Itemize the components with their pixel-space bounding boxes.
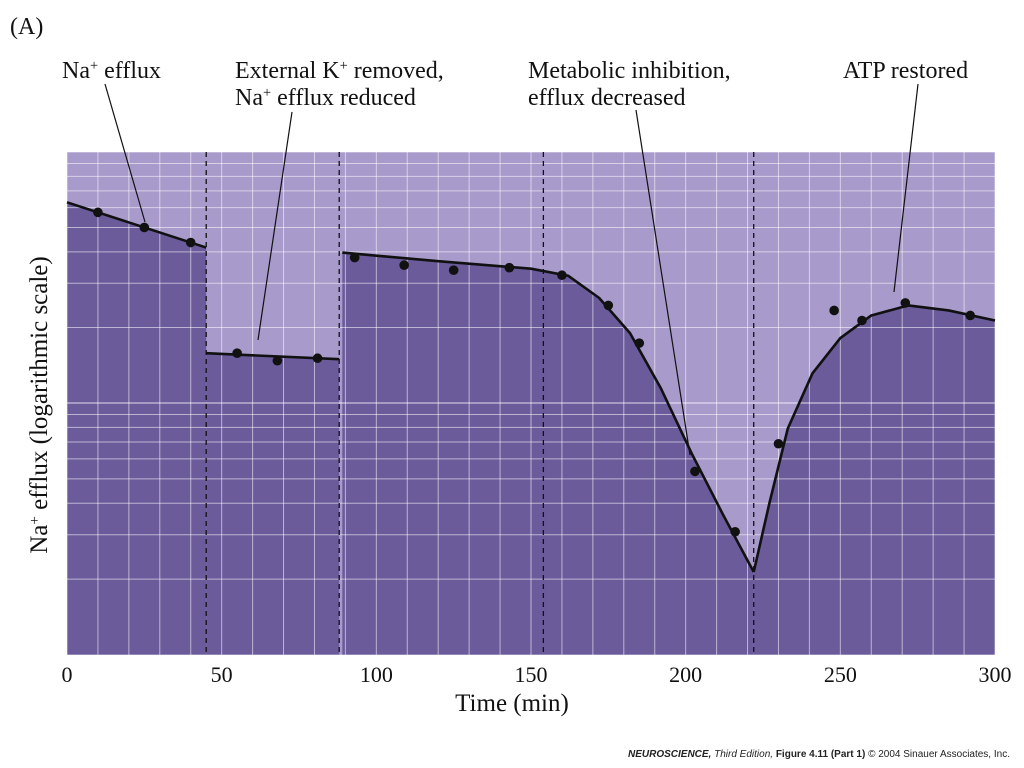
data-point [232, 348, 242, 359]
annotation-metabolic-line1: Metabolic inhibition, [528, 58, 731, 84]
x-tick-label: 250 [824, 662, 857, 687]
annotation-k-removed-line1: External K+ removed, [235, 58, 444, 85]
x-axis-label: Time (min) [455, 690, 569, 717]
annotation-k-removed: External K+ removed, Na+ efflux reduced [235, 58, 444, 112]
data-point [773, 438, 784, 449]
annotation-na-efflux-text: efflux [98, 58, 161, 84]
annotation-na-efflux-charge: + [89, 58, 99, 75]
y-axis-label: Na+ efflux (logarithmic scale) [26, 256, 54, 553]
data-point [349, 252, 360, 263]
annotation-k-removed-l2-charge: + [262, 85, 272, 102]
credit-book: NEUROSCIENCE, [627, 749, 712, 760]
annotation-atp-restored: ATP restored [843, 58, 969, 84]
data-point [185, 237, 196, 248]
annotation-k-removed-l2-post: efflux reduced [271, 85, 416, 111]
panel-label: (A) [10, 14, 44, 40]
x-tick-label: 100 [360, 662, 393, 687]
annotation-leader-1 [257, 111, 293, 341]
data-point [730, 526, 740, 537]
annotation-k-removed-l1-pre: External K [235, 58, 340, 84]
credit-edition: Third Edition, [711, 749, 774, 760]
data-point [312, 353, 323, 364]
data-point [504, 262, 515, 273]
annotation-k-removed-line2: Na+ efflux reduced [235, 85, 444, 112]
annotation-na-efflux-ion: Na [62, 58, 90, 84]
x-tick-label: 200 [669, 662, 702, 687]
data-point [857, 315, 867, 326]
y-axis-label-text: efflux (logarithmic scale) [26, 256, 53, 517]
data-point [634, 338, 645, 348]
data-point [399, 260, 409, 270]
data-point [965, 310, 976, 321]
x-tick-label: 300 [979, 662, 1012, 687]
series-fill-1 [206, 353, 340, 655]
data-point [829, 305, 839, 316]
data-point [272, 355, 283, 366]
series-fill-0 [67, 202, 207, 656]
credit-figure: Figure 4.11 (Part 1) [773, 749, 866, 760]
annotation-k-removed-l2-ion: Na [235, 85, 263, 111]
credit-copyright: © 2004 Sinauer Associates, Inc. [865, 749, 1010, 760]
data-point [900, 298, 911, 308]
annotation-na-efflux: Na+ efflux [62, 58, 161, 85]
data-point [690, 466, 700, 477]
data-point [448, 265, 459, 276]
annotation-metabolic-inhibition: Metabolic inhibition, efflux decreased [528, 58, 731, 112]
annotation-leader-0 [104, 83, 146, 223]
credit-line: NEUROSCIENCE, Third Edition, Figure 4.11… [628, 749, 1010, 760]
data-point [603, 300, 614, 311]
series-fill-2 [342, 252, 754, 655]
data-point [93, 207, 103, 218]
data-point [139, 222, 150, 233]
fit-line-3 [752, 304, 996, 573]
annotation-metabolic-line2: efflux decreased [528, 85, 686, 111]
annotation-leader-2 [635, 109, 691, 456]
x-tick-label: 50 [211, 662, 233, 687]
annotation-k-removed-l1-charge: + [339, 58, 348, 75]
y-axis-label-ion: Na [26, 524, 53, 554]
series-fill-3 [753, 305, 995, 655]
annotation-leader-3 [893, 83, 919, 293]
y-axis-label-charge: + [26, 516, 43, 525]
fit-line-0 [66, 201, 207, 249]
x-tick-label: 0 [62, 662, 73, 687]
fit-line-2 [342, 251, 755, 573]
x-tick-label: 150 [515, 662, 548, 687]
annotation-k-removed-l1-post: removed, [347, 58, 444, 84]
data-point [557, 270, 567, 281]
